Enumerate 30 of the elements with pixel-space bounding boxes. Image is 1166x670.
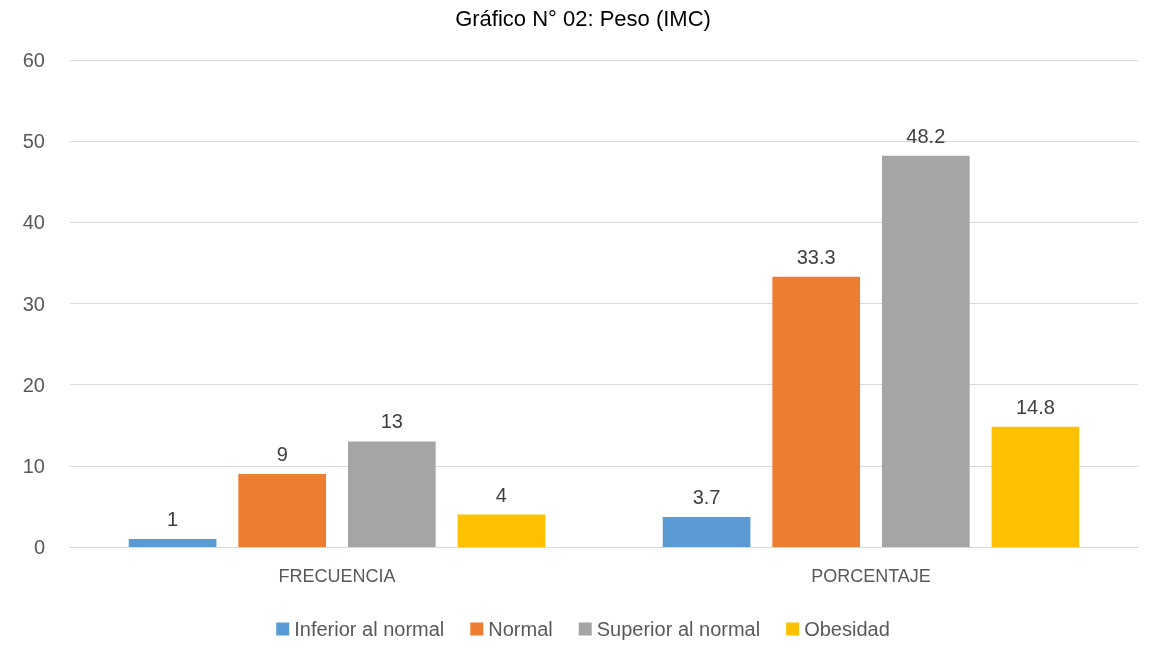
bar [772, 276, 861, 547]
bar [128, 538, 217, 547]
bar [881, 155, 970, 547]
bar [662, 516, 751, 547]
y-tick-label: 20 [22, 373, 45, 396]
x-tick-label: FRECUENCIA [278, 566, 396, 586]
legend-label: Normal [488, 618, 553, 640]
bar [238, 473, 327, 547]
y-tick-label: 0 [33, 536, 45, 558]
y-tick-label: 50 [22, 130, 45, 153]
data-label: 1 [167, 507, 179, 530]
data-label: 4 [495, 483, 507, 506]
legend-label: Inferior al normal [294, 618, 445, 640]
legend-label: Obesidad [804, 618, 890, 640]
y-tick-label: 40 [22, 211, 45, 234]
y-tick-label: 30 [22, 292, 45, 315]
data-label: 13 [380, 410, 403, 433]
bar [457, 514, 546, 547]
data-label: 33.3 [796, 245, 836, 268]
data-label: 14.8 [1015, 395, 1055, 418]
bar [991, 426, 1080, 547]
y-tick-label: 10 [22, 454, 45, 477]
data-label: 48.2 [906, 124, 946, 147]
legend-label: Superior al normal [596, 618, 761, 640]
chart-title: Gráfico N° 02: Peso (IMC) [455, 5, 711, 31]
x-tick-label: PORCENTAJE [811, 566, 931, 586]
data-label: 9 [276, 442, 288, 465]
data-label: 3.7 [692, 485, 721, 508]
bar [347, 441, 436, 547]
y-tick-label: 60 [22, 49, 45, 71]
